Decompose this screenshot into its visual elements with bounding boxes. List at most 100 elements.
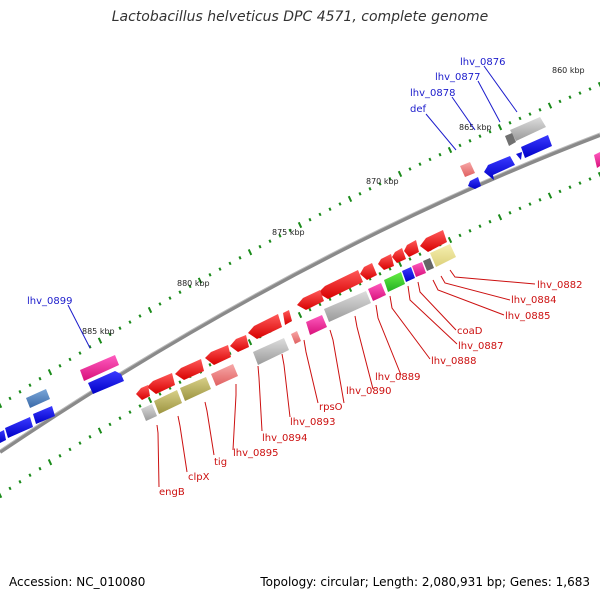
major-tick: [547, 102, 553, 109]
minor-tick: [308, 307, 312, 312]
gene-darkgray[interactable]: [423, 258, 434, 271]
gene-lhv-0879-partial[interactable]: [521, 135, 552, 158]
gene-fwd-steel[interactable]: [26, 389, 50, 408]
gene-fwd-left-3[interactable]: [0, 430, 6, 443]
major-tick: [147, 306, 153, 314]
gene-gray-mid[interactable]: [253, 338, 289, 365]
gene-olive-a[interactable]: [180, 377, 211, 401]
minor-tick: [258, 244, 262, 249]
gene-pink-edge[interactable]: [594, 152, 600, 168]
label-lhv-0885: lhv_0885: [505, 311, 550, 322]
gene-red-a[interactable]: [420, 230, 447, 252]
minor-tick: [538, 198, 542, 202]
major-tick: [0, 401, 3, 409]
label-lhv-0895: lhv_0895: [233, 448, 278, 459]
minor-tick: [568, 95, 572, 99]
tick-label-865: 865 kbp: [459, 123, 492, 132]
gene-red-j[interactable]: [230, 335, 249, 352]
minor-tick: [58, 364, 62, 368]
major-tick: [97, 427, 103, 434]
minor-tick: [328, 207, 332, 211]
gene-lhv-0899[interactable]: [80, 355, 124, 394]
gene-red-l[interactable]: [175, 359, 204, 380]
minor-tick: [108, 332, 112, 337]
major-tick: [497, 214, 503, 221]
minor-tick: [8, 486, 12, 491]
accession-text: Accession: NC_010080: [9, 575, 146, 589]
minor-tick: [158, 392, 162, 396]
major-tick: [0, 491, 3, 499]
minor-tick: [168, 296, 172, 300]
gene-olive-b[interactable]: [154, 390, 182, 414]
gene-lhv-0877[interactable]: [516, 152, 522, 160]
gene-red-e[interactable]: [360, 263, 377, 280]
gene-red-h[interactable]: [283, 310, 292, 325]
minor-tick: [138, 314, 142, 318]
topology-text: Topology: circular; Length: 2,080,931 bp…: [260, 575, 590, 589]
minor-tick: [578, 181, 582, 185]
gene-salmon[interactable]: [211, 364, 238, 386]
minor-tick: [178, 290, 182, 294]
gene-green[interactable]: [384, 272, 405, 292]
major-tick: [547, 192, 553, 199]
label-lhv-0884: lhv_0884: [511, 295, 556, 306]
gene-red-f[interactable]: [318, 270, 363, 299]
gene-red-i[interactable]: [248, 314, 282, 339]
label-engB: engB: [159, 487, 185, 498]
gene-red-n[interactable]: [136, 385, 150, 400]
gene-salmon-small[interactable]: [291, 331, 301, 344]
gene-red-c[interactable]: [392, 248, 406, 263]
gene-def[interactable]: [468, 177, 481, 189]
minor-tick: [38, 376, 42, 381]
gene-red-b[interactable]: [404, 240, 419, 257]
major-tick: [47, 459, 53, 466]
major-tick: [347, 195, 353, 203]
minor-tick: [568, 185, 572, 189]
gene-pink-c[interactable]: [306, 315, 327, 335]
gene-gray-left[interactable]: [141, 404, 157, 421]
minor-tick: [118, 326, 122, 330]
minor-tick: [68, 357, 72, 362]
major-tick: [497, 124, 503, 131]
gene-salmon-top[interactable]: [460, 162, 475, 177]
label-lhv-0890: lhv_0890: [346, 386, 391, 397]
tick-label-860: 860 kbp: [552, 66, 585, 75]
gene-lhv-0876[interactable]: [505, 117, 546, 146]
gene-red-g[interactable]: [297, 290, 324, 310]
major-tick: [397, 260, 403, 268]
label-lhv-0877: lhv_0877: [435, 72, 480, 83]
minor-tick: [338, 202, 342, 206]
minor-tick: [68, 447, 72, 452]
gene-yellow[interactable]: [430, 244, 456, 267]
gene-pink-small[interactable]: [412, 262, 426, 277]
minor-tick: [38, 466, 42, 471]
minor-tick: [178, 380, 182, 384]
gene-gray-long[interactable]: [324, 291, 371, 322]
major-tick: [397, 170, 403, 178]
minor-tick: [508, 121, 512, 125]
minor-tick: [418, 252, 422, 256]
major-tick: [197, 277, 203, 284]
label-def: def: [410, 104, 427, 115]
major-tick: [47, 369, 53, 376]
gene-lhv-0878[interactable]: [484, 156, 515, 180]
gene-red-k[interactable]: [205, 345, 231, 365]
gene-red-m[interactable]: [147, 373, 175, 394]
gene-fwd-left-1[interactable]: [33, 406, 55, 424]
minor-tick: [318, 302, 322, 307]
minor-tick: [288, 228, 292, 233]
gene-red-d[interactable]: [378, 254, 394, 270]
minor-tick: [318, 212, 322, 217]
label-lhv-0894: lhv_0894: [262, 433, 307, 444]
gene-blue-small[interactable]: [402, 267, 415, 282]
major-tick: [297, 221, 303, 229]
label-lhv-0878: lhv_0878: [410, 88, 455, 99]
minor-tick: [408, 167, 412, 171]
minor-tick: [478, 134, 482, 138]
minor-tick: [218, 267, 222, 271]
gene-fwd-left-2[interactable]: [5, 417, 33, 438]
gene-pink-b[interactable]: [368, 283, 386, 301]
minor-tick: [438, 152, 442, 157]
label-lhv-0887: lhv_0887: [458, 341, 503, 352]
